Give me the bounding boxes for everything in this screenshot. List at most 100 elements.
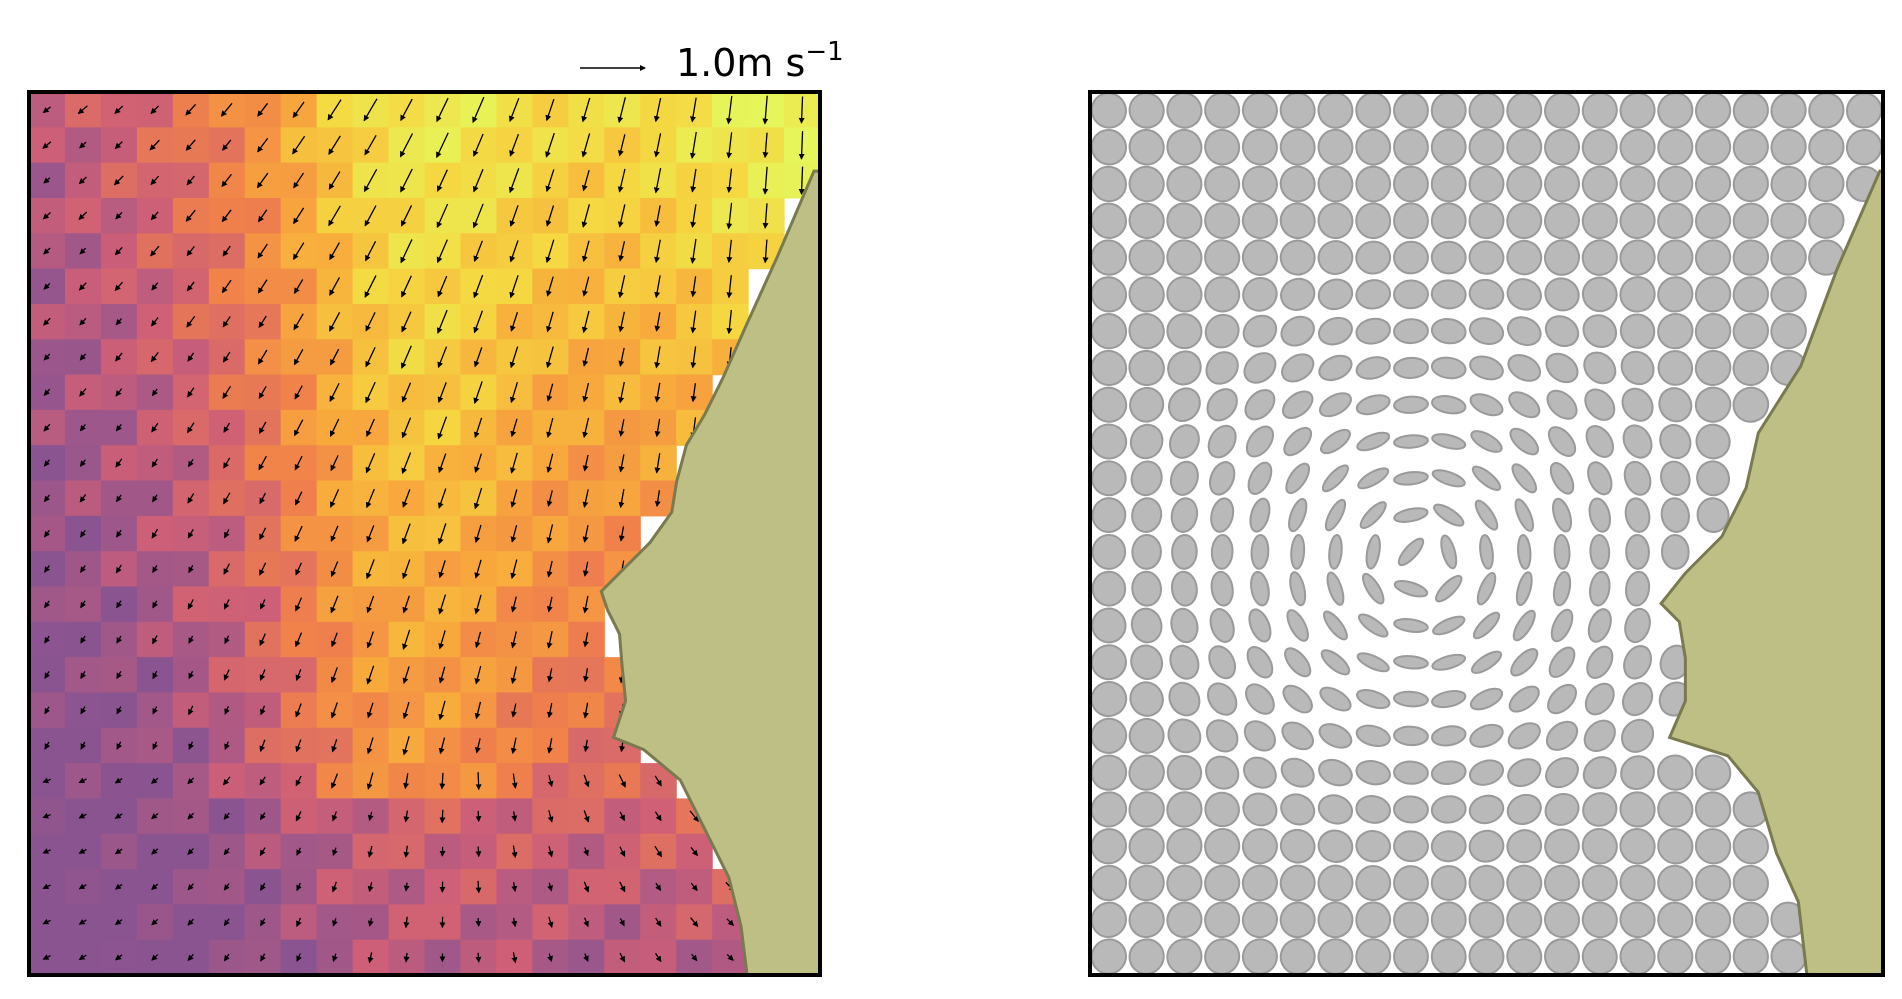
ellipse xyxy=(1506,92,1543,129)
velocity-arrow xyxy=(328,205,341,227)
velocity-arrow xyxy=(187,352,195,362)
ellipse xyxy=(1355,901,1392,939)
velocity-arrow xyxy=(223,953,230,962)
velocity-arrow xyxy=(726,918,735,926)
velocity-arrow xyxy=(690,310,697,334)
velocity-arrow xyxy=(224,706,230,715)
ellipse xyxy=(1167,387,1201,423)
ellipse xyxy=(1657,313,1694,350)
velocity-arrow xyxy=(438,560,446,579)
ellipse xyxy=(1507,722,1541,750)
ellipse xyxy=(1732,901,1769,938)
velocity-arrow xyxy=(220,102,233,117)
ellipse xyxy=(1279,202,1316,240)
ellipse xyxy=(1623,460,1652,496)
velocity-arrow xyxy=(330,348,340,366)
ellipse xyxy=(1280,757,1315,788)
ellipse xyxy=(1694,239,1732,276)
ellipse xyxy=(1506,864,1543,902)
velocity-arrow xyxy=(546,383,554,402)
ellipse xyxy=(1091,570,1127,607)
velocity-arrow xyxy=(510,596,517,613)
velocity-arrow xyxy=(545,169,555,193)
velocity-arrow xyxy=(329,489,340,508)
velocity-arrow xyxy=(43,353,51,361)
ellipse xyxy=(1770,92,1807,129)
ellipse xyxy=(1393,579,1429,598)
ellipse xyxy=(1695,92,1732,129)
ellipse xyxy=(1547,683,1577,715)
velocity-arrow xyxy=(400,168,413,193)
velocity-arrow xyxy=(511,882,518,893)
ellipse xyxy=(1242,276,1278,312)
ellipse xyxy=(1090,828,1128,865)
velocity-arrow xyxy=(223,918,230,927)
ellipse xyxy=(1206,682,1238,716)
ellipse xyxy=(1581,901,1618,939)
ellipse xyxy=(1430,279,1467,310)
ellipse xyxy=(1090,864,1128,902)
ellipse xyxy=(1169,460,1199,496)
velocity-arrow xyxy=(654,452,661,474)
ellipse xyxy=(1166,754,1203,791)
velocity-arrow xyxy=(726,168,733,193)
velocity-arrow xyxy=(80,600,86,609)
ellipse xyxy=(1431,433,1467,450)
velocity-arrow xyxy=(150,175,160,186)
velocity-arrow xyxy=(293,313,304,331)
ellipse xyxy=(1317,901,1354,939)
velocity-arrow xyxy=(293,419,304,437)
ellipse xyxy=(1355,202,1392,240)
velocity-arrow xyxy=(295,562,302,576)
ellipse xyxy=(1511,463,1538,494)
ellipse xyxy=(1285,462,1311,495)
velocity-arrow xyxy=(222,776,231,786)
ellipse xyxy=(1204,165,1241,203)
velocity-arrow xyxy=(151,458,159,468)
ellipse xyxy=(1468,278,1505,310)
ellipse xyxy=(1204,313,1240,349)
velocity-arrow xyxy=(403,845,410,859)
velocity-arrow xyxy=(583,668,589,683)
velocity-arrow xyxy=(150,777,159,784)
ellipse xyxy=(1290,534,1306,570)
ellipse xyxy=(1280,277,1316,311)
ellipse xyxy=(1435,574,1463,603)
velocity-arrow xyxy=(257,137,269,153)
ellipse xyxy=(1468,240,1505,275)
ellipse xyxy=(1246,646,1274,679)
ellipse xyxy=(1130,460,1163,497)
ellipse xyxy=(1431,395,1467,415)
velocity-arrow xyxy=(472,203,484,229)
ellipse xyxy=(1770,202,1807,239)
ellipse xyxy=(1694,754,1732,791)
velocity-arrow xyxy=(762,166,769,195)
ellipse xyxy=(1170,570,1198,607)
velocity-arrow xyxy=(223,599,230,610)
ellipse xyxy=(1585,425,1614,458)
ellipse xyxy=(1515,571,1533,607)
ellipse xyxy=(1471,465,1502,491)
ellipse xyxy=(1242,314,1278,348)
velocity-arrow xyxy=(726,953,734,961)
velocity-arrow xyxy=(42,317,51,326)
left-frame xyxy=(27,90,822,977)
velocity-arrow xyxy=(508,168,520,194)
ellipse xyxy=(1622,682,1654,717)
ellipse xyxy=(1430,165,1467,203)
velocity-arrow xyxy=(116,741,123,750)
ellipse xyxy=(1319,428,1351,455)
velocity-arrow xyxy=(654,845,663,858)
ellipse xyxy=(1431,690,1467,709)
velocity-arrow xyxy=(329,311,341,332)
ellipse xyxy=(1090,754,1128,791)
velocity-arrow xyxy=(654,312,661,332)
velocity-arrow xyxy=(726,95,733,125)
ellipse xyxy=(1355,759,1391,786)
velocity-arrow xyxy=(690,346,697,369)
velocity-arrow xyxy=(690,846,698,857)
velocity-arrow xyxy=(330,595,339,614)
ellipse xyxy=(1619,239,1656,276)
velocity-arrow xyxy=(78,883,87,890)
velocity-arrow xyxy=(583,810,590,823)
